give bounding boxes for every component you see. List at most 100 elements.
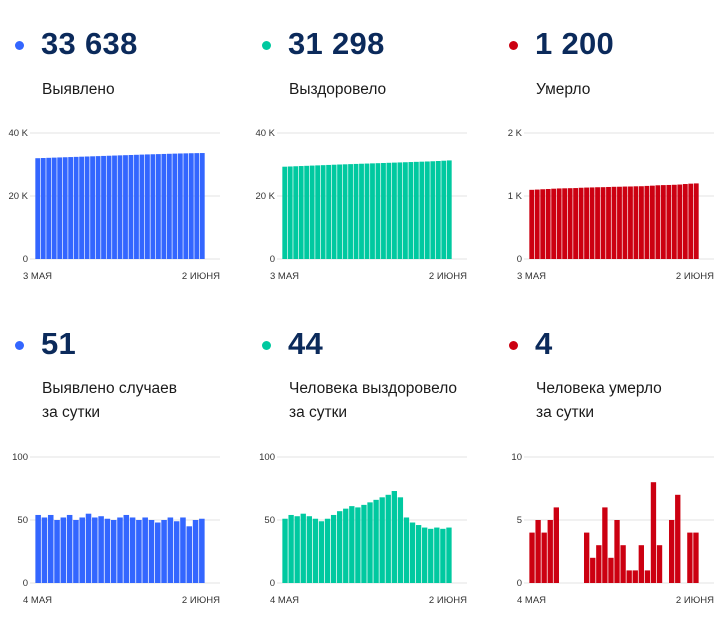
bar: [326, 164, 332, 259]
bar: [596, 545, 602, 583]
bar: [589, 187, 595, 259]
bar: [330, 514, 337, 583]
x-start-label: 4 МАЯ: [23, 595, 52, 606]
total-label: Умерло: [536, 78, 590, 102]
bar: [161, 520, 167, 583]
bar: [117, 155, 123, 259]
bar: [687, 532, 693, 583]
y-tick-label: 0: [517, 578, 522, 589]
bar: [128, 154, 134, 259]
bar: [342, 164, 348, 259]
color-dot: [509, 41, 518, 50]
bar: [446, 527, 452, 583]
total-label: Выявлено: [42, 78, 115, 102]
bar: [315, 165, 321, 259]
label-line: Выздоровело: [289, 81, 387, 98]
bar: [46, 157, 52, 259]
bar: [112, 155, 117, 259]
y-tick-label: 100: [12, 452, 28, 463]
bar: [167, 517, 174, 583]
y-tick-label: 40 K: [255, 128, 275, 139]
bar: [638, 545, 644, 583]
y-tick-label: 0: [23, 578, 28, 589]
bar: [155, 154, 161, 259]
y-tick-label: 0: [270, 578, 275, 589]
bar: [282, 518, 288, 583]
bar: [655, 185, 661, 259]
bar: [288, 514, 294, 583]
bar: [373, 499, 379, 583]
bar: [79, 517, 85, 583]
bar: [441, 160, 447, 259]
daily-value: 44: [288, 326, 324, 361]
bar: [300, 513, 306, 583]
bar: [392, 162, 397, 259]
bar: [172, 153, 178, 259]
bar: [590, 557, 596, 583]
daily-value: 51: [41, 326, 77, 361]
bar: [35, 514, 41, 583]
bar: [381, 162, 386, 259]
bar: [60, 517, 67, 583]
x-end-label: 2 ИЮНЯ: [676, 271, 714, 282]
bar: [85, 513, 92, 583]
daily-label: Выявлено случаев за сутки: [42, 377, 177, 425]
bar: [693, 532, 699, 583]
bar: [331, 164, 337, 259]
bar: [79, 156, 85, 259]
bar: [541, 532, 547, 583]
label-line: за сутки: [42, 404, 101, 421]
bar: [628, 186, 633, 259]
bar: [367, 502, 373, 583]
bar: [440, 528, 446, 583]
panel-died: 1 200 Умерло 0 1 K 2 K 3 МАЯ 2 ИЮНЯ: [494, 0, 727, 300]
bar: [413, 161, 419, 259]
bar: [434, 527, 440, 583]
bar: [343, 508, 349, 583]
bar: [446, 160, 452, 259]
x-end-label: 2 ИЮНЯ: [429, 271, 467, 282]
bar: [293, 166, 299, 259]
bar: [553, 507, 559, 583]
bar: [186, 526, 193, 583]
bar: [584, 532, 590, 583]
bar: [415, 525, 422, 583]
bar: [403, 517, 410, 583]
bar: [364, 163, 370, 259]
bar: [556, 188, 562, 259]
bar: [194, 153, 200, 259]
bar: [199, 518, 205, 583]
bar: [349, 506, 355, 583]
bar: [545, 189, 551, 259]
label-line: Умерло: [536, 81, 591, 98]
bar: [282, 166, 288, 259]
bar: [600, 187, 606, 259]
bar: [632, 570, 638, 583]
bar: [57, 157, 63, 259]
bar: [644, 570, 651, 583]
bar: [660, 185, 666, 259]
bar: [644, 185, 650, 259]
bar: [123, 155, 128, 259]
bar: [188, 153, 194, 259]
bar: [419, 161, 425, 259]
bar: [304, 165, 310, 259]
bar: [402, 162, 408, 259]
x-end-label: 2 ИЮНЯ: [182, 595, 220, 606]
bar: [671, 184, 677, 259]
bar: [397, 497, 404, 583]
bar: [639, 186, 644, 259]
bar: [142, 517, 148, 583]
bar: [309, 165, 315, 259]
bar: [422, 527, 428, 583]
bar: [529, 189, 535, 259]
bar: [578, 187, 584, 259]
daily-value: 4: [535, 326, 553, 361]
x-end-label: 2 ИЮНЯ: [676, 595, 714, 606]
bar: [428, 528, 434, 583]
bar: [649, 185, 655, 259]
bar: [41, 517, 48, 583]
bar: [47, 514, 54, 583]
bar: [166, 153, 172, 259]
y-tick-label: 5: [517, 515, 522, 526]
